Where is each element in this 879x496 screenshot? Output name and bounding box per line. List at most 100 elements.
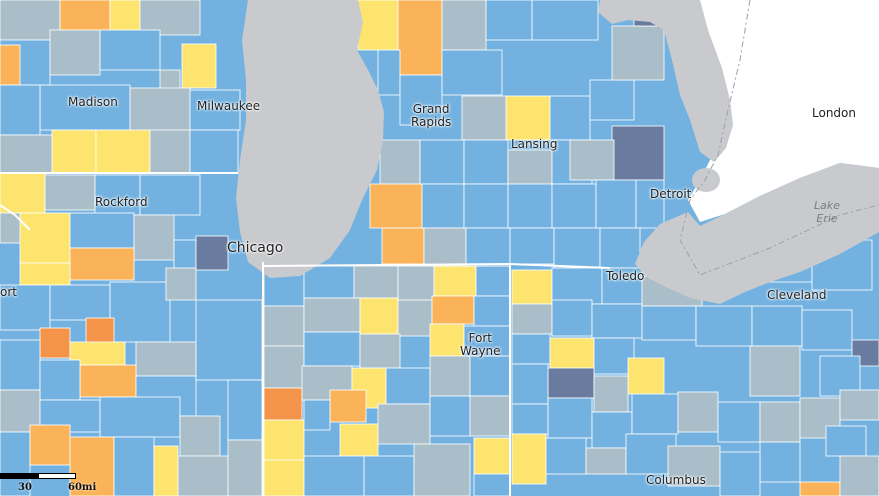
county-cell[interactable] [507,149,553,185]
county-cell[interactable] [94,174,141,216]
county-cell[interactable] [551,299,593,337]
county-cell[interactable] [109,0,141,31]
county-cell[interactable] [133,214,175,261]
county-cell[interactable] [599,227,641,269]
county-cell[interactable] [423,227,467,267]
county-cell[interactable] [547,397,593,439]
county-cell[interactable] [149,129,191,174]
county-cell[interactable] [359,297,399,335]
county-cell[interactable] [509,227,555,265]
county-cell[interactable] [29,424,71,466]
county-cell[interactable] [179,415,221,457]
county-cell[interactable] [69,247,135,281]
county-cell[interactable] [303,399,331,431]
county-cell[interactable] [369,183,423,229]
county-cell[interactable] [195,235,229,271]
county-cell[interactable] [511,433,547,485]
county-cell[interactable] [377,49,401,96]
county-cell[interactable] [511,303,553,335]
county-cell[interactable] [181,43,217,89]
county-cell[interactable] [0,134,53,174]
county-cell[interactable] [195,299,263,381]
county-cell[interactable] [0,172,46,214]
county-cell[interactable] [227,379,263,441]
county-cell[interactable] [139,0,201,36]
county-cell[interactable] [611,125,665,181]
county-cell[interactable] [44,174,96,211]
county-cell[interactable] [507,183,553,229]
county-cell[interactable] [801,309,853,351]
county-cell[interactable] [473,437,511,475]
county-cell[interactable] [485,0,533,41]
county-cell[interactable] [363,455,415,496]
county-cell[interactable] [441,49,503,96]
county-cell[interactable] [585,447,627,475]
county-cell[interactable] [59,0,111,31]
county-cell[interactable] [39,359,81,401]
county-cell[interactable] [511,333,551,365]
county-cell[interactable] [0,339,41,391]
county-cell[interactable] [531,0,599,41]
county-cell[interactable] [511,269,553,305]
county-cell[interactable] [359,333,401,369]
county-cell[interactable] [379,139,421,185]
county-cell[interactable] [189,129,239,174]
county-cell[interactable] [473,295,511,327]
county-cell[interactable] [99,29,161,71]
county-cell[interactable] [595,179,637,229]
county-cell[interactable] [339,423,379,457]
county-cell[interactable] [695,305,753,347]
county-cell[interactable] [381,227,425,265]
county-cell[interactable] [641,305,697,341]
county-cell[interactable] [569,139,615,181]
county-cell[interactable] [429,323,465,357]
county-cell[interactable] [19,212,71,264]
county-cell[interactable] [263,387,303,421]
county-cell[interactable] [399,74,443,126]
county-cell[interactable] [377,403,431,445]
county-cell[interactable] [303,265,355,299]
county-cell[interactable] [303,331,361,367]
county-cell[interactable] [51,129,97,174]
county-cell[interactable] [95,129,151,174]
county-cell[interactable] [109,281,171,343]
county-cell[interactable] [635,179,665,229]
county-cell[interactable] [751,305,803,347]
county-cell[interactable] [667,445,721,487]
county-cell[interactable] [397,265,435,301]
county-cell[interactable] [547,367,595,399]
county-cell[interactable] [303,297,361,333]
county-cell[interactable] [429,355,471,397]
county-cell[interactable] [353,265,399,299]
county-cell[interactable] [591,303,643,339]
county-cell[interactable] [593,337,635,375]
county-cell[interactable] [263,459,305,496]
county-cell[interactable] [505,95,551,141]
county-cell[interactable] [759,441,801,483]
county-cell[interactable] [819,355,861,397]
county-cell[interactable] [79,364,137,398]
county-cell[interactable] [189,89,241,131]
county-cell[interactable] [429,395,471,437]
county-cell[interactable] [173,239,197,271]
county-cell[interactable] [825,425,867,457]
county-cell[interactable] [677,391,719,433]
county-cell[interactable] [0,431,31,496]
county-cell[interactable] [799,481,841,496]
county-cell[interactable] [357,0,399,51]
county-cell[interactable] [69,436,115,496]
county-cell[interactable] [717,401,761,443]
county-cell[interactable] [759,401,801,443]
county-cell[interactable] [601,267,643,305]
county-cell[interactable] [475,265,511,297]
county-cell[interactable] [227,439,263,496]
county-cell[interactable] [749,345,801,397]
county-cell[interactable] [461,95,507,141]
county-cell[interactable] [177,455,229,496]
county-cell[interactable] [69,212,135,249]
county-cell[interactable] [589,79,635,121]
county-cell[interactable] [153,445,179,496]
county-cell[interactable] [839,455,879,496]
county-cell[interactable] [465,227,511,267]
county-cell[interactable] [263,305,305,347]
